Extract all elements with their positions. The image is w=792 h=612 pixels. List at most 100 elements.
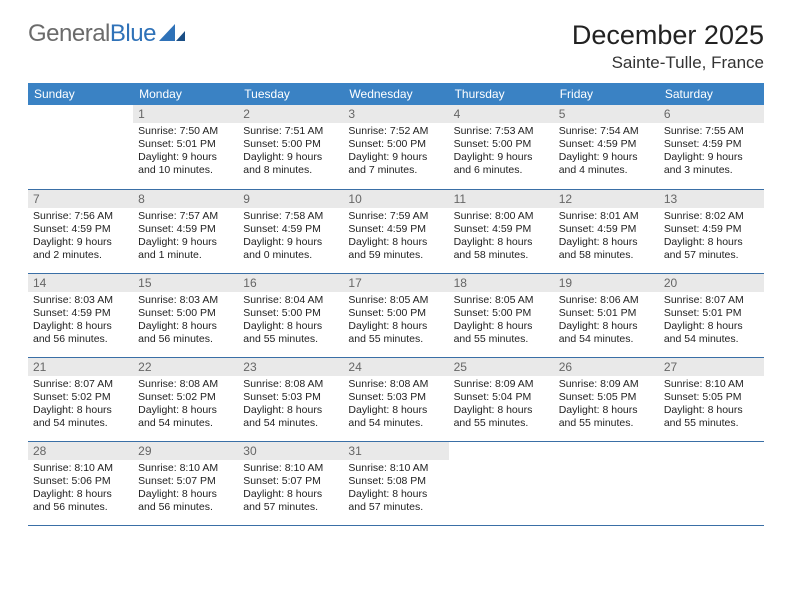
calendar-cell: 24Sunrise: 8:08 AMSunset: 5:03 PMDayligh… <box>343 357 448 441</box>
day-number: 31 <box>343 442 448 460</box>
day-details: Sunrise: 7:59 AMSunset: 4:59 PMDaylight:… <box>343 208 448 267</box>
day-number: 13 <box>659 190 764 208</box>
calendar-cell: 3Sunrise: 7:52 AMSunset: 5:00 PMDaylight… <box>343 105 448 189</box>
day-number: 23 <box>238 358 343 376</box>
calendar-cell: 5Sunrise: 7:54 AMSunset: 4:59 PMDaylight… <box>554 105 659 189</box>
calendar-cell: 17Sunrise: 8:05 AMSunset: 5:00 PMDayligh… <box>343 273 448 357</box>
calendar-cell: 28Sunrise: 8:10 AMSunset: 5:06 PMDayligh… <box>28 441 133 525</box>
weekday-header: Wednesday <box>343 83 448 105</box>
location: Sainte-Tulle, France <box>572 53 764 73</box>
calendar-cell: 29Sunrise: 8:10 AMSunset: 5:07 PMDayligh… <box>133 441 238 525</box>
day-number: 21 <box>28 358 133 376</box>
day-number: 9 <box>238 190 343 208</box>
day-details: Sunrise: 7:55 AMSunset: 4:59 PMDaylight:… <box>659 123 764 182</box>
day-details: Sunrise: 8:04 AMSunset: 5:00 PMDaylight:… <box>238 292 343 351</box>
calendar-row: ..1Sunrise: 7:50 AMSunset: 5:01 PMDaylig… <box>28 105 764 189</box>
day-number: 24 <box>343 358 448 376</box>
day-details: Sunrise: 8:02 AMSunset: 4:59 PMDaylight:… <box>659 208 764 267</box>
day-details: Sunrise: 7:50 AMSunset: 5:01 PMDaylight:… <box>133 123 238 182</box>
calendar-cell: 31Sunrise: 8:10 AMSunset: 5:08 PMDayligh… <box>343 441 448 525</box>
day-number: 5 <box>554 105 659 123</box>
day-number: 14 <box>28 274 133 292</box>
calendar-cell: 10Sunrise: 7:59 AMSunset: 4:59 PMDayligh… <box>343 189 448 273</box>
calendar-cell: 23Sunrise: 8:08 AMSunset: 5:03 PMDayligh… <box>238 357 343 441</box>
weekday-header: Thursday <box>449 83 554 105</box>
month-title: December 2025 <box>572 20 764 51</box>
day-number: 18 <box>449 274 554 292</box>
calendar-row: 28Sunrise: 8:10 AMSunset: 5:06 PMDayligh… <box>28 441 764 525</box>
calendar-cell: 1Sunrise: 7:50 AMSunset: 5:01 PMDaylight… <box>133 105 238 189</box>
calendar-cell: 14Sunrise: 8:03 AMSunset: 4:59 PMDayligh… <box>28 273 133 357</box>
day-number: 29 <box>133 442 238 460</box>
day-number: 22 <box>133 358 238 376</box>
day-details: Sunrise: 8:00 AMSunset: 4:59 PMDaylight:… <box>449 208 554 267</box>
weekday-header: Monday <box>133 83 238 105</box>
day-number: 19 <box>554 274 659 292</box>
day-details: Sunrise: 8:10 AMSunset: 5:08 PMDaylight:… <box>343 460 448 519</box>
day-number: 10 <box>343 190 448 208</box>
calendar-cell: 7Sunrise: 7:56 AMSunset: 4:59 PMDaylight… <box>28 189 133 273</box>
calendar-row: 7Sunrise: 7:56 AMSunset: 4:59 PMDaylight… <box>28 189 764 273</box>
calendar-cell: .. <box>659 441 764 525</box>
day-details: Sunrise: 8:09 AMSunset: 5:05 PMDaylight:… <box>554 376 659 435</box>
weekday-header-row: SundayMondayTuesdayWednesdayThursdayFrid… <box>28 83 764 105</box>
day-number: 15 <box>133 274 238 292</box>
day-details: Sunrise: 8:10 AMSunset: 5:06 PMDaylight:… <box>28 460 133 519</box>
day-number: 8 <box>133 190 238 208</box>
calendar-cell: .. <box>554 441 659 525</box>
calendar-cell: 15Sunrise: 8:03 AMSunset: 5:00 PMDayligh… <box>133 273 238 357</box>
day-number: 1 <box>133 105 238 123</box>
calendar-row: 14Sunrise: 8:03 AMSunset: 4:59 PMDayligh… <box>28 273 764 357</box>
calendar-cell: 2Sunrise: 7:51 AMSunset: 5:00 PMDaylight… <box>238 105 343 189</box>
weekday-header: Sunday <box>28 83 133 105</box>
day-details: Sunrise: 8:03 AMSunset: 4:59 PMDaylight:… <box>28 292 133 351</box>
day-details: Sunrise: 8:09 AMSunset: 5:04 PMDaylight:… <box>449 376 554 435</box>
calendar-cell: 9Sunrise: 7:58 AMSunset: 4:59 PMDaylight… <box>238 189 343 273</box>
day-number: 30 <box>238 442 343 460</box>
day-details: Sunrise: 7:53 AMSunset: 5:00 PMDaylight:… <box>449 123 554 182</box>
calendar-cell: .. <box>28 105 133 189</box>
calendar-cell: 19Sunrise: 8:06 AMSunset: 5:01 PMDayligh… <box>554 273 659 357</box>
day-number: 3 <box>343 105 448 123</box>
calendar-cell: 30Sunrise: 8:10 AMSunset: 5:07 PMDayligh… <box>238 441 343 525</box>
day-details: Sunrise: 8:07 AMSunset: 5:01 PMDaylight:… <box>659 292 764 351</box>
day-details: Sunrise: 8:08 AMSunset: 5:03 PMDaylight:… <box>343 376 448 435</box>
calendar-cell: 13Sunrise: 8:02 AMSunset: 4:59 PMDayligh… <box>659 189 764 273</box>
logo-text-blue: Blue <box>110 20 156 48</box>
day-details: Sunrise: 7:58 AMSunset: 4:59 PMDaylight:… <box>238 208 343 267</box>
day-details: Sunrise: 8:08 AMSunset: 5:03 PMDaylight:… <box>238 376 343 435</box>
day-number: 28 <box>28 442 133 460</box>
day-number: 26 <box>554 358 659 376</box>
day-details: Sunrise: 8:08 AMSunset: 5:02 PMDaylight:… <box>133 376 238 435</box>
day-details: Sunrise: 8:10 AMSunset: 5:07 PMDaylight:… <box>238 460 343 519</box>
calendar-cell: 18Sunrise: 8:05 AMSunset: 5:00 PMDayligh… <box>449 273 554 357</box>
weekday-header: Tuesday <box>238 83 343 105</box>
day-details: Sunrise: 8:03 AMSunset: 5:00 PMDaylight:… <box>133 292 238 351</box>
calendar-cell: 25Sunrise: 8:09 AMSunset: 5:04 PMDayligh… <box>449 357 554 441</box>
calendar-cell: 16Sunrise: 8:04 AMSunset: 5:00 PMDayligh… <box>238 273 343 357</box>
calendar-cell: 12Sunrise: 8:01 AMSunset: 4:59 PMDayligh… <box>554 189 659 273</box>
day-number: 20 <box>659 274 764 292</box>
day-details: Sunrise: 8:06 AMSunset: 5:01 PMDaylight:… <box>554 292 659 351</box>
calendar-row: 21Sunrise: 8:07 AMSunset: 5:02 PMDayligh… <box>28 357 764 441</box>
day-number: 27 <box>659 358 764 376</box>
day-number: 2 <box>238 105 343 123</box>
day-details: Sunrise: 8:07 AMSunset: 5:02 PMDaylight:… <box>28 376 133 435</box>
day-details: Sunrise: 7:57 AMSunset: 4:59 PMDaylight:… <box>133 208 238 267</box>
day-number: 16 <box>238 274 343 292</box>
day-details: Sunrise: 7:54 AMSunset: 4:59 PMDaylight:… <box>554 123 659 182</box>
calendar-cell: 21Sunrise: 8:07 AMSunset: 5:02 PMDayligh… <box>28 357 133 441</box>
day-details: Sunrise: 8:10 AMSunset: 5:07 PMDaylight:… <box>133 460 238 519</box>
calendar-cell: 20Sunrise: 8:07 AMSunset: 5:01 PMDayligh… <box>659 273 764 357</box>
day-details: Sunrise: 7:51 AMSunset: 5:00 PMDaylight:… <box>238 123 343 182</box>
day-number: 4 <box>449 105 554 123</box>
day-details: Sunrise: 8:05 AMSunset: 5:00 PMDaylight:… <box>343 292 448 351</box>
calendar-cell: 26Sunrise: 8:09 AMSunset: 5:05 PMDayligh… <box>554 357 659 441</box>
logo-sail-icon <box>159 20 185 48</box>
day-number: 17 <box>343 274 448 292</box>
calendar-table: SundayMondayTuesdayWednesdayThursdayFrid… <box>28 83 764 526</box>
calendar-cell: 22Sunrise: 8:08 AMSunset: 5:02 PMDayligh… <box>133 357 238 441</box>
calendar-cell: 8Sunrise: 7:57 AMSunset: 4:59 PMDaylight… <box>133 189 238 273</box>
calendar-cell: .. <box>449 441 554 525</box>
day-details: Sunrise: 8:05 AMSunset: 5:00 PMDaylight:… <box>449 292 554 351</box>
